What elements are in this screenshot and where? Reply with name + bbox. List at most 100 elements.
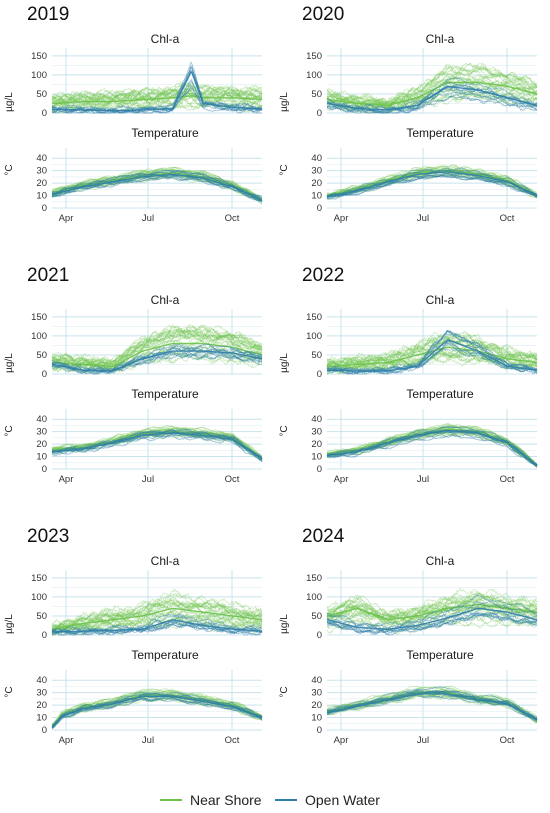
series-near-shore [326,330,538,375]
series-trace [326,587,538,616]
series-line [52,95,263,105]
series-trace [51,333,263,371]
y-tick-label: 50 [311,350,322,361]
series-trace [51,89,263,105]
panel-title: Temperature [131,387,199,401]
series-trace [51,600,263,629]
series-trace [326,64,538,106]
series-line [52,172,263,202]
y-tick-label: 10 [36,452,47,463]
y-tick-label: 50 [36,611,47,622]
series-trace [326,685,538,717]
series-trace [326,332,538,366]
year-title: 2019 [27,4,69,25]
y-tick-label: 50 [311,611,322,622]
series-trace [51,610,263,633]
series-trace [327,67,538,109]
series-trace [327,340,538,375]
y-tick-label: 20 [36,178,47,189]
series-trace [51,168,263,201]
series-trace [51,430,263,459]
series-trace [326,610,538,632]
series-trace [326,95,538,114]
series-trace [326,615,538,633]
y-tick-label: 0 [317,464,322,475]
series-trace [51,427,263,460]
series-trace [51,613,263,634]
y-tick-label: 50 [36,89,47,100]
series-trace [51,692,263,726]
year-group-2024: 2024Chl-aµg/L050100150Temperature°C01020… [279,526,538,746]
y-tick-label: 10 [36,713,47,724]
series-trace [326,169,538,197]
series-line [327,339,538,372]
series-trace [51,333,263,368]
series-trace [326,422,538,467]
series-trace [326,432,538,466]
x-tick-label: Oct [500,213,515,224]
series-trace [326,169,538,198]
series-trace [326,329,537,374]
series-trace [51,82,263,102]
series-trace [326,93,538,114]
y-tick-label: 100 [31,70,47,81]
series-trace [327,612,538,634]
series-open-water [326,425,538,467]
legend: Near Shore Open Water [160,792,380,808]
panel-title: Chl-a [426,554,455,568]
x-tick-label: Jul [142,213,154,224]
y-tick-label: 40 [36,153,47,164]
series-trace [52,167,263,199]
y-tick-label: 30 [36,688,47,699]
series-open-water [51,691,263,730]
series-trace [51,616,263,634]
series-trace [326,91,538,113]
series-trace [326,333,538,367]
y-tick-label: 150 [306,51,322,62]
x-tick-label: Apr [59,735,74,746]
series-trace [326,425,538,467]
series-open-water [51,613,263,636]
series-trace [51,66,263,114]
series-trace [51,435,263,462]
series-line [327,81,538,107]
panel-title: Chl-a [426,32,455,46]
series-trace [326,693,538,724]
series-trace [51,85,263,104]
series-trace [51,166,263,201]
series-open-water [51,428,263,463]
y-axis-unit: µg/L [4,92,15,112]
series-trace [51,324,263,365]
y-axis-unit: °C [279,686,290,697]
panel-title: Chl-a [151,554,180,568]
series-trace [326,165,538,196]
series-trace [326,173,538,200]
x-tick-label: Jul [417,735,429,746]
y-tick-label: 0 [317,369,322,380]
y-tick-label: 30 [311,166,322,177]
series-trace [326,78,538,109]
y-tick-label: 20 [311,700,322,711]
series-trace [51,169,263,198]
y-tick-label: 150 [31,312,47,323]
series-trace [51,687,263,725]
series-trace [326,603,538,624]
series-trace [326,334,538,367]
year-group-2021: 2021Chl-aµg/L050100150Temperature°C01020… [4,265,263,485]
series-trace [51,166,263,200]
series-trace [326,592,538,617]
chl-a-panel: Chl-a µg/L 0 50 100 150 [4,293,263,380]
series-trace [327,164,538,195]
series-trace [51,613,262,633]
series-trace [326,591,538,618]
series-trace [326,425,538,466]
series-trace [326,353,538,375]
series-trace [51,80,263,100]
chl-a-panel: Chl-a µg/L 0 50 100 150 [279,554,538,641]
x-tick-label: Oct [500,735,515,746]
series-trace [51,428,263,461]
y-axis-unit: °C [279,425,290,436]
series-trace [51,426,263,458]
